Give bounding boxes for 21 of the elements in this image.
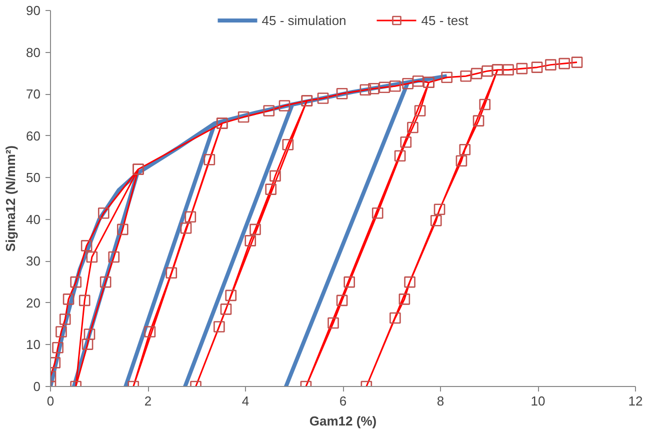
x-tick-label: 0 bbox=[46, 394, 54, 408]
x-tick-label: 10 bbox=[530, 394, 546, 408]
x-tick-label: 8 bbox=[436, 394, 444, 408]
x-tick-label: 12 bbox=[628, 394, 643, 408]
y-tick-label: 70 bbox=[26, 86, 41, 102]
y-tick-label: 0 bbox=[33, 379, 41, 394]
y-axis-title: Sigma12 (N/mm²) bbox=[3, 145, 18, 252]
legend-label: 45 - simulation bbox=[262, 12, 346, 28]
y-tick-label: 50 bbox=[26, 170, 41, 186]
y-tick-label: 60 bbox=[26, 128, 41, 144]
legend-label: 45 - test bbox=[421, 12, 468, 28]
x-axis-title: Gam12 (%) bbox=[309, 414, 377, 428]
x-tick-label: 4 bbox=[242, 394, 250, 408]
x-tick-label: 6 bbox=[339, 394, 347, 408]
y-tick-label: 40 bbox=[26, 212, 41, 227]
y-tick-label: 20 bbox=[26, 295, 41, 310]
y-tick-label: 30 bbox=[26, 254, 41, 269]
x-tick-label: 2 bbox=[144, 394, 152, 408]
y-tick-label: 10 bbox=[26, 337, 41, 352]
y-tick-label: 80 bbox=[26, 44, 41, 60]
y-tick-label: 90 bbox=[26, 3, 41, 18]
